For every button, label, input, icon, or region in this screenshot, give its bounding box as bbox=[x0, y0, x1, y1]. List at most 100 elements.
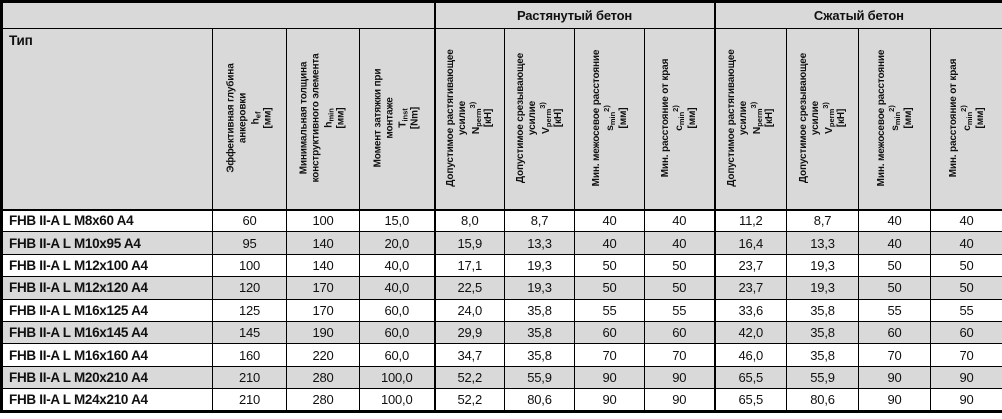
value-cell: 50 bbox=[858, 253, 932, 278]
value-cell: 8,7 bbox=[504, 208, 575, 233]
row-type-label: FHB II-A L M16x125 A4 bbox=[1, 298, 213, 322]
value-cell: 40 bbox=[643, 208, 716, 233]
row-type-label: FHB II-A L M12x100 A4 bbox=[1, 253, 213, 278]
value-cell: 90 bbox=[643, 365, 716, 390]
value-cell: 60 bbox=[574, 320, 645, 345]
value-cell: 19,3 bbox=[504, 253, 575, 278]
table-row: FHB II-A L M16x125 A4 125 170 60,0 24,0 35,8 5… bbox=[1, 298, 1002, 322]
value-cell: 60 bbox=[930, 320, 1002, 345]
value-cell: 95 bbox=[212, 231, 287, 255]
value-cell: 90 bbox=[643, 388, 716, 412]
value-cell: 40 bbox=[930, 208, 1002, 233]
value-cell: 35,8 bbox=[504, 320, 575, 345]
unit-line: [кН] bbox=[483, 108, 495, 127]
symbol-footnote: 2) bbox=[886, 104, 896, 112]
unit-line: [кН] bbox=[764, 108, 776, 127]
value-cell: 40,0 bbox=[359, 276, 435, 300]
value-cell: 90 bbox=[930, 388, 1002, 412]
value-cell: 40 bbox=[930, 231, 1002, 255]
value-cell: 35,8 bbox=[786, 320, 860, 345]
column-header-min-edge-distance-tensioned: Мин. расстояние от края cmin2) [мм] bbox=[643, 28, 716, 211]
symbol-line: smin2) bbox=[601, 31, 617, 205]
value-cell: 60 bbox=[643, 320, 716, 345]
header-title-line: конструктивного элемента bbox=[310, 52, 322, 183]
symbol-base: s bbox=[888, 124, 901, 131]
symbol-footnote: 2) bbox=[958, 104, 968, 112]
table-row: FHB II-A L M16x145 A4 145 190 60,0 29,9 35,8 6… bbox=[1, 320, 1002, 345]
value-cell: 50 bbox=[574, 253, 645, 278]
header-title-line: Мин. расстояние от края bbox=[660, 58, 672, 177]
value-cell: 40 bbox=[643, 231, 716, 255]
value-cell: 19,3 bbox=[786, 276, 860, 300]
value-cell: 20,0 bbox=[359, 231, 435, 255]
symbol-subscript: min bbox=[892, 111, 902, 125]
value-cell: 19,3 bbox=[786, 253, 860, 278]
value-cell: 120 bbox=[212, 276, 287, 300]
value-cell: 22,5 bbox=[433, 276, 505, 300]
value-cell: 55 bbox=[643, 298, 716, 322]
value-cell: 55 bbox=[574, 298, 645, 322]
column-header-type: Тип bbox=[1, 28, 213, 211]
value-cell: 15,0 bbox=[359, 208, 435, 233]
value-cell: 42,0 bbox=[713, 320, 788, 345]
value-cell: 17,1 bbox=[433, 253, 505, 278]
value-cell: 80,6 bbox=[504, 388, 575, 412]
symbol-footnote: 3) bbox=[467, 101, 477, 108]
symbol-subscript: inst bbox=[399, 107, 409, 122]
unit-line: [мм] bbox=[335, 107, 347, 128]
row-type-label: FHB II-A L M10x95 A4 bbox=[1, 231, 213, 255]
symbol-footnote: 3) bbox=[536, 101, 546, 109]
value-cell: 70 bbox=[574, 343, 645, 367]
value-cell: 23,7 bbox=[713, 253, 788, 278]
column-header-permissible-shear-load-tensioned: Допустимое срезывающее усилие Vperm3) [кН] bbox=[504, 28, 575, 211]
symbol-base: N bbox=[750, 126, 763, 134]
value-cell: 34,7 bbox=[433, 343, 505, 367]
header-title-line: Допустимое срезывающее bbox=[514, 52, 526, 183]
symbol-footnote: 3) bbox=[820, 101, 830, 109]
column-header-installation-torque: Момент затяжки при монтаже Tinst [Nm] bbox=[359, 28, 435, 211]
value-cell: 80,6 bbox=[786, 388, 860, 412]
symbol-subscript: perm bbox=[826, 108, 836, 127]
section-band-compressed-concrete: Сжатый бетон bbox=[713, 1, 1002, 29]
value-cell: 60,0 bbox=[359, 298, 435, 322]
symbol-subscript: min bbox=[676, 111, 686, 125]
value-cell: 55,9 bbox=[504, 365, 575, 390]
column-header-effective-anchorage-depth: Эффективная глубина анкеровки hef [мм] bbox=[212, 28, 287, 211]
value-cell: 90 bbox=[930, 365, 1002, 390]
value-cell: 90 bbox=[858, 388, 932, 412]
value-cell: 50 bbox=[574, 276, 645, 300]
value-cell: 280 bbox=[286, 388, 360, 412]
symbol-footnote: 3) bbox=[748, 101, 758, 108]
value-cell: 60,0 bbox=[359, 343, 435, 367]
value-cell: 50 bbox=[643, 276, 716, 300]
value-cell: 46,0 bbox=[713, 343, 788, 367]
value-cell: 70 bbox=[643, 343, 716, 367]
spec-table-body: FHB II-A L M8x60 A4 60 100 15,0 8,0 8,7 40 40 11… bbox=[1, 208, 1002, 412]
unit-line: [мм] bbox=[262, 107, 274, 128]
symbol-base: c bbox=[960, 124, 973, 131]
value-cell: 170 bbox=[286, 276, 360, 300]
value-cell: 100 bbox=[286, 208, 360, 233]
row-type-label: FHB II-A L M8x60 A4 bbox=[1, 208, 213, 233]
column-header-permissible-tensile-load-tensioned: Допустимое растягивающее усилие Nperm3) [кН… bbox=[433, 28, 505, 211]
symbol-line: Vperm3) bbox=[536, 31, 553, 205]
value-cell: 33,6 bbox=[713, 298, 788, 322]
unit-line: [мм] bbox=[973, 107, 985, 128]
symbol-base: N bbox=[469, 126, 482, 134]
value-cell: 40 bbox=[574, 231, 645, 255]
value-cell: 29,9 bbox=[433, 320, 505, 345]
value-cell: 11,2 bbox=[713, 208, 788, 233]
column-header-min-spacing-tensioned: Мин. межосевое расстояние smin2) [мм] bbox=[574, 28, 645, 211]
symbol-line: hef bbox=[248, 31, 262, 205]
row-type-label: FHB II-A L M16x145 A4 bbox=[1, 320, 213, 345]
value-cell: 100,0 bbox=[359, 388, 435, 412]
symbol-subscript: perm bbox=[754, 107, 764, 127]
header-title-line: Мин. межосевое расстояние bbox=[875, 49, 887, 186]
unit-line: [кН] bbox=[552, 108, 564, 127]
symbol-subscript: ef bbox=[252, 111, 262, 118]
value-cell: 8,0 bbox=[433, 208, 505, 233]
header-title-line: Допустимое растягивающее bbox=[444, 48, 456, 187]
value-cell: 55 bbox=[930, 298, 1002, 322]
value-cell: 65,5 bbox=[713, 388, 788, 412]
header-title-line: Минимальная толщина bbox=[298, 61, 310, 174]
